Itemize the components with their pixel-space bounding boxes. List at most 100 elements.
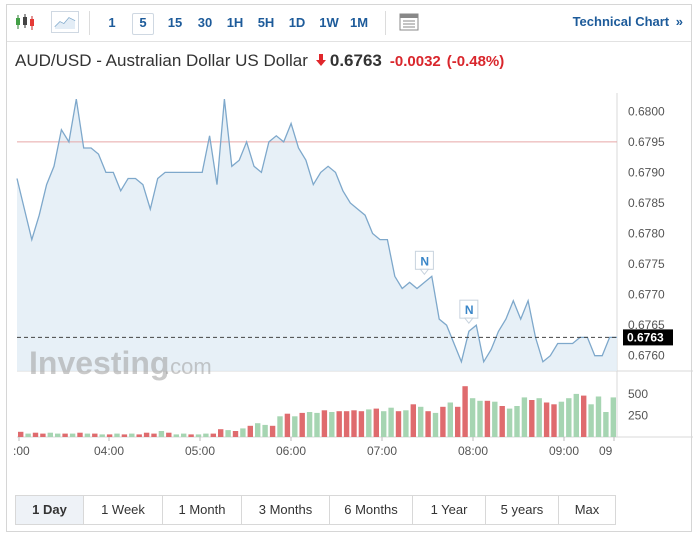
volume-bar: [269, 425, 276, 437]
range-6-months[interactable]: 6 Months: [330, 496, 413, 524]
current-price-tag-label: 0.6763: [627, 330, 664, 344]
volume-bar: [188, 434, 194, 437]
interval-button-1h[interactable]: 1H: [226, 15, 244, 30]
list-panel-icon[interactable]: [397, 11, 421, 33]
current-price-tag: 0.6763: [623, 329, 673, 346]
volume-bar: [388, 407, 394, 437]
range-1-week[interactable]: 1 Week: [84, 496, 163, 524]
volume-tick-label: 250: [628, 408, 648, 422]
x-tick-label: 07:00: [367, 444, 397, 458]
volume-bar: [92, 433, 98, 437]
chart-widget: 1 5 15 30 1H 5H 1D 1W 1M Technical Chart » AUD/U…: [6, 4, 693, 532]
volume-bar: [329, 412, 335, 437]
volume-bar: [469, 398, 476, 437]
interval-button-5[interactable]: 5: [132, 13, 154, 35]
candlestick-icon[interactable]: [13, 11, 37, 33]
volume-bar: [410, 404, 416, 437]
x-tick-label: 04:00: [94, 444, 124, 458]
y-tick-label: 0.6780: [628, 227, 665, 241]
interval-button-5h[interactable]: 5H: [257, 15, 275, 30]
news-marker-pointer: [463, 317, 474, 324]
volume-bar: [143, 432, 150, 437]
toolbar-divider: [385, 11, 386, 35]
x-tick-label: 09:00: [549, 444, 579, 458]
volume-bar: [440, 406, 446, 437]
volume-bar: [284, 413, 291, 437]
interval-button-1w[interactable]: 1W: [319, 15, 339, 30]
volume-bar: [558, 401, 565, 437]
down-arrow-icon: [315, 53, 326, 69]
y-tick-label: 0.6760: [628, 349, 665, 363]
double-chevron-right-icon: »: [675, 14, 683, 29]
x-tick-label: 09: [599, 444, 613, 458]
volume-bar: [47, 432, 53, 437]
interval-button-30[interactable]: 30: [197, 15, 213, 30]
range-3-months[interactable]: 3 Months: [242, 496, 330, 524]
volume-bar: [158, 431, 165, 437]
volume-bar: [432, 412, 439, 437]
investing-watermark-brand: Investing: [29, 345, 169, 381]
volume-bar: [232, 431, 239, 437]
volume-bar: [499, 406, 505, 437]
volume-bar: [55, 433, 61, 437]
volume-bar: [455, 406, 461, 437]
volume-bar: [551, 404, 557, 437]
volume-tick-label: 500: [628, 387, 648, 401]
volume-bar: [32, 432, 39, 437]
volume-bar: [247, 425, 253, 437]
range-1-year[interactable]: 1 Year: [413, 496, 486, 524]
y-tick-label: 0.6790: [628, 165, 665, 179]
volume-bar: [25, 433, 31, 437]
volume-bar: [425, 411, 431, 437]
investing-watermark-suffix: .com: [164, 354, 212, 379]
range-1-day[interactable]: 1 Day: [16, 496, 84, 524]
volume-bar: [173, 434, 179, 437]
range-5-years[interactable]: 5 years: [486, 496, 559, 524]
range-1-month[interactable]: 1 Month: [163, 496, 242, 524]
volume-bar: [603, 412, 609, 437]
price-area-fill: [17, 99, 617, 371]
volume-bar: [536, 398, 542, 437]
volume-bar: [506, 408, 513, 437]
chart-toolbar: 1 5 15 30 1H 5H 1D 1W 1M Technical Chart »: [7, 5, 691, 42]
technical-chart-link[interactable]: Technical Chart »: [573, 14, 683, 29]
volume-bar: [403, 410, 409, 437]
volume-bar: [492, 401, 498, 437]
current-price-tag-bg: [623, 329, 673, 346]
interval-button-1[interactable]: 1: [108, 15, 116, 30]
price-change: -0.0032: [389, 52, 441, 70]
volume-bar: [77, 432, 83, 437]
volume-bar: [18, 431, 24, 437]
volume-bar: [129, 433, 135, 437]
volume-bar: [588, 404, 594, 437]
volume-bar: [514, 406, 520, 437]
price-chart[interactable]: Investing .com N N 0.6760 0.6765 0.6770 0.67…: [7, 81, 693, 491]
volume-bar: [447, 402, 453, 437]
interval-button-15[interactable]: 15: [167, 15, 183, 30]
y-tick-label: 0.6795: [628, 135, 665, 149]
news-marker[interactable]: N: [459, 299, 479, 324]
volume-bar: [299, 412, 305, 437]
volume-bar: [181, 433, 187, 437]
y-tick-label: 0.6765: [628, 318, 665, 332]
interval-button-1m[interactable]: 1M: [349, 15, 369, 30]
volume-bar: [106, 434, 113, 437]
volume-bar: [262, 424, 268, 437]
volume-bar: [358, 411, 365, 437]
news-marker-label: N: [465, 303, 474, 317]
volume-bar: [336, 411, 342, 437]
volume-bar: [277, 416, 283, 437]
volume-bar: [343, 411, 350, 437]
interval-button-1d[interactable]: 1D: [288, 15, 306, 30]
area-chart-icon[interactable]: [51, 11, 79, 33]
volume-bar: [114, 433, 120, 437]
volume-bar: [373, 408, 379, 437]
news-marker-label: N: [420, 254, 429, 268]
technical-chart-label: Technical Chart: [572, 14, 670, 29]
news-marker[interactable]: N: [414, 250, 434, 276]
range-max[interactable]: Max: [574, 502, 600, 517]
volume-bar: [240, 428, 246, 437]
volume-bar: [69, 433, 76, 437]
last-price: 0.6763: [329, 51, 382, 70]
volume-bar: [418, 406, 424, 437]
